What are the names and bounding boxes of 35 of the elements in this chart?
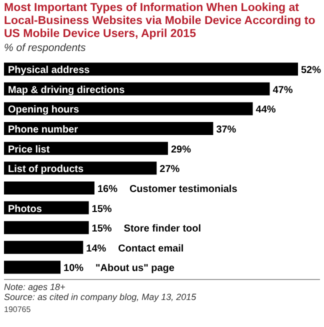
source-note: Source: as cited in company blog, May 13, 2015 (4, 292, 198, 302)
data-label: 52% (301, 65, 322, 76)
bar (4, 142, 168, 155)
bar (4, 221, 89, 234)
data-label: 47% (272, 84, 293, 96)
data-label: 16% (97, 184, 118, 195)
y-tick-label: Phone number (8, 124, 78, 136)
y-tick-label: Physical address (8, 65, 90, 76)
data-label: 15% (92, 204, 112, 215)
y-tick-label: Price list (8, 144, 50, 156)
data-label: 14% (86, 243, 106, 254)
text: Note: ages 18+ (4, 282, 66, 292)
y-tick-label: Customer testimonials (129, 184, 238, 195)
y-tick-label: Contact email (118, 243, 184, 254)
y-tick-label: Store finder tool (124, 224, 202, 235)
y-tick-label: Map & driving directions (8, 84, 126, 96)
chart-subtitle: % of respondents (3, 41, 87, 55)
chart-title: Most Important Types of Information When Looking at Local-Business Websites via Mobile Device According to US Mobile Device Users, April 2015 (3, 1, 316, 41)
data-label: 29% (170, 144, 192, 156)
data-label: 37% (216, 124, 236, 136)
bar (4, 122, 214, 136)
bar (4, 102, 253, 116)
text: 190765 (4, 305, 32, 314)
data-label: 44% (256, 104, 276, 116)
data-label: 15% (92, 224, 112, 235)
y-tick-label: Opening hours (8, 104, 80, 116)
data-label: 27% (160, 164, 180, 176)
data-label: 10% (64, 263, 84, 274)
bar (4, 260, 61, 274)
bar (4, 62, 298, 76)
bar (4, 181, 94, 194)
y-tick-label: "About us" page (96, 263, 175, 274)
y-tick-label: Photos (8, 204, 42, 215)
y-tick-label: List of products (8, 164, 84, 176)
bar (4, 240, 84, 254)
